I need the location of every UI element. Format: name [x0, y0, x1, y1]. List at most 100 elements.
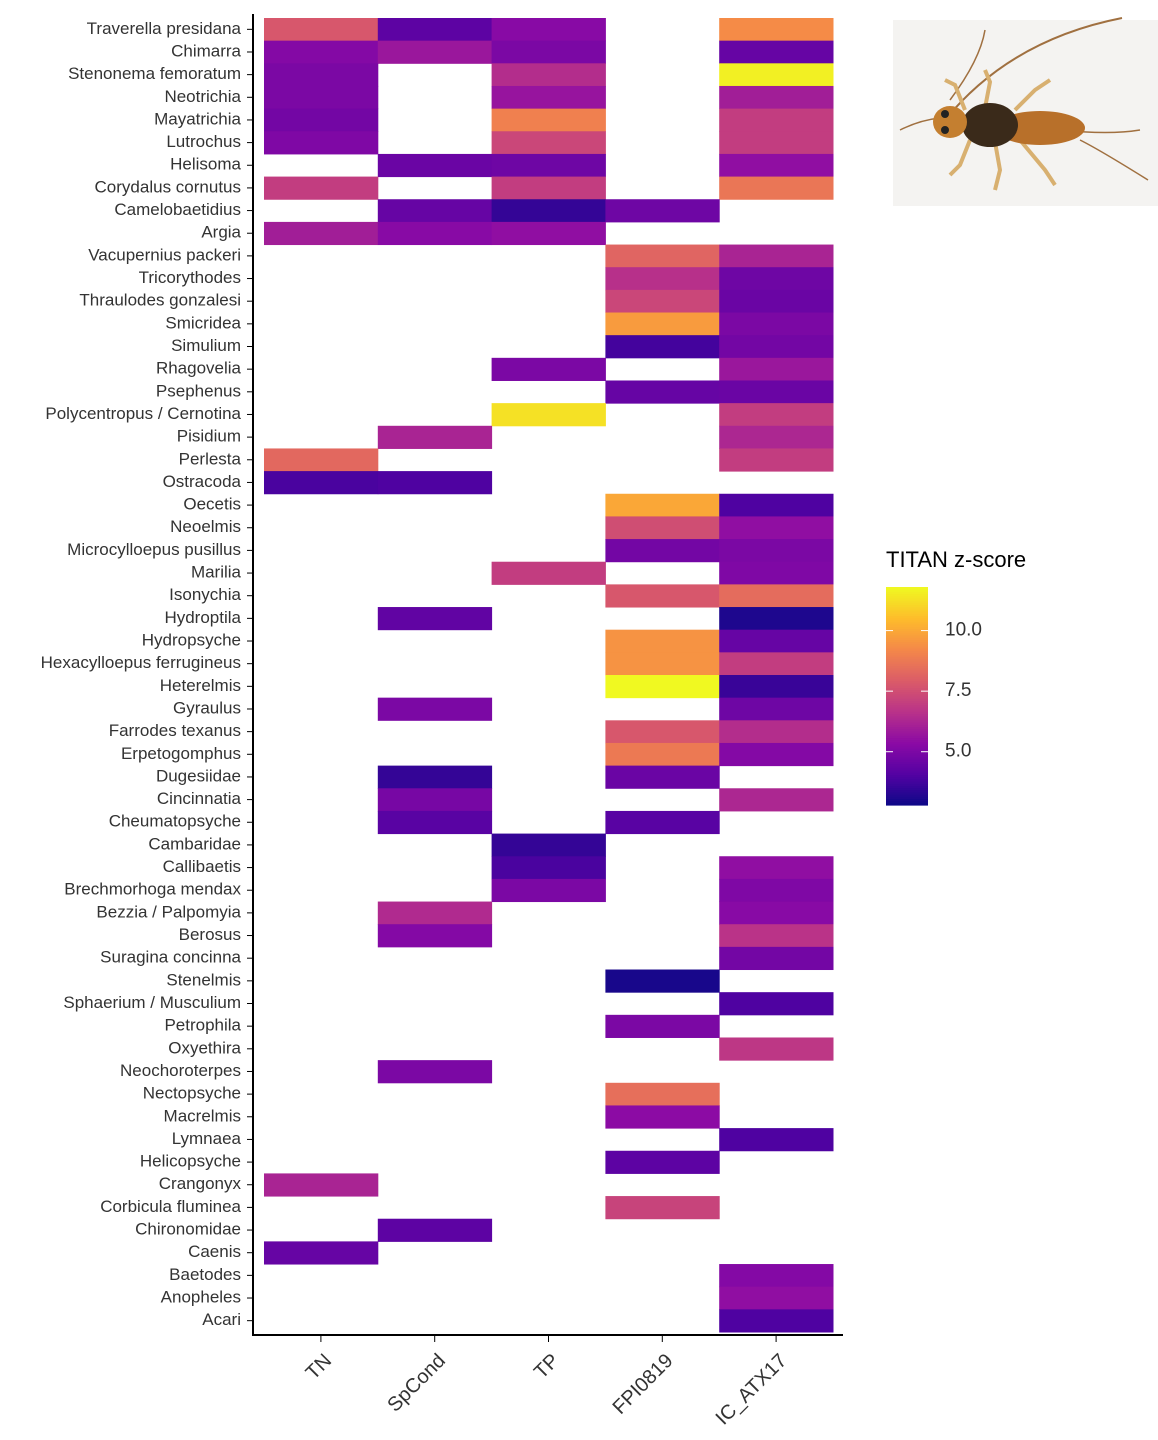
colorbar-segment	[886, 600, 928, 603]
colorbar-segment	[886, 619, 928, 623]
y-tick-label: Helisoma	[170, 155, 241, 174]
heatmap-cell	[719, 856, 834, 880]
y-tick-label: Heterelmis	[160, 676, 241, 695]
heatmap-cell	[719, 561, 834, 585]
y-tick-label: Neotrichia	[164, 87, 241, 106]
y-tick-label: Traverella presidana	[87, 19, 242, 38]
colorbar-segment	[886, 639, 928, 643]
colorbar-segment	[886, 689, 928, 693]
heatmap-cell	[719, 131, 834, 155]
heatmap-cell	[605, 742, 720, 767]
colorbar-segment	[886, 726, 928, 730]
colorbar-segment	[886, 774, 928, 778]
colorbar-segment	[886, 593, 928, 597]
heatmap-cell	[491, 403, 606, 427]
colorbar-segment	[886, 757, 928, 760]
colorbar-segment	[886, 676, 928, 680]
y-tick-label: Stenelmis	[166, 970, 241, 989]
heatmap-cell	[491, 221, 606, 246]
y-tick-label: Oxyethira	[168, 1038, 241, 1057]
heatmap-cell	[719, 357, 834, 381]
colorbar-segment	[886, 685, 928, 688]
colorbar-segment	[886, 722, 928, 725]
colorbar-segment	[886, 730, 928, 734]
heatmap-cell	[377, 1060, 493, 1084]
heatmap-cell	[377, 1218, 493, 1242]
heatmap-cell	[719, 244, 834, 268]
heatmap-cell	[605, 765, 720, 789]
colorbar-segment	[886, 704, 928, 708]
colorbar-tick-label: 7.5	[945, 680, 971, 701]
colorbar-segment	[886, 781, 928, 784]
heatmap-cell	[491, 176, 606, 200]
heatmap-cell	[264, 131, 379, 155]
y-tick-label: Caenis	[188, 1242, 241, 1261]
y-tick-label: Perlesta	[179, 449, 242, 468]
colorbar-segment	[886, 621, 928, 625]
heatmap-cell	[605, 584, 720, 608]
colorbar-segment	[886, 735, 928, 739]
heatmap-cell	[264, 108, 379, 132]
colorbar-segment	[886, 674, 928, 677]
heatmap-cell	[719, 380, 834, 404]
colorbar-segment	[886, 606, 928, 610]
x-tick-label: SpCond	[383, 1350, 450, 1417]
heatmap-cell	[377, 425, 493, 449]
colorbar-segment	[886, 765, 928, 769]
heatmap-cell	[491, 199, 606, 223]
colorbar-segment	[886, 802, 928, 806]
heatmap-cell	[719, 18, 834, 42]
y-tick-label: Psephenus	[156, 381, 241, 400]
y-tick-label: Farrodes texanus	[109, 721, 241, 740]
y-tick-label: Cheumatopsyche	[109, 812, 241, 831]
heatmap-cell	[719, 516, 834, 540]
colorbar-segment	[886, 687, 928, 691]
y-tick-label: Erpetogomphus	[121, 744, 241, 763]
y-tick-label: Stenonema femoratum	[68, 64, 241, 83]
heatmap-cell	[605, 629, 720, 653]
colorbar-segment	[886, 702, 928, 706]
heatmap-cell	[605, 380, 720, 404]
colorbar-segment	[886, 778, 928, 782]
y-tick-label: Helicopsyche	[140, 1152, 241, 1171]
heatmap-cell	[491, 18, 606, 42]
heatmap-cell	[264, 18, 379, 42]
y-tick-label: Hydroptila	[164, 608, 241, 627]
y-tick-label: Mayatrichia	[154, 109, 241, 128]
heatmap-cell	[605, 539, 720, 563]
heatmap-cell	[605, 969, 720, 993]
colorbar-segment	[886, 663, 928, 667]
heatmap-cell	[719, 629, 834, 653]
heatmap-cell	[719, 1264, 834, 1288]
heatmap-cell	[264, 1241, 379, 1265]
colorbar-segment	[886, 783, 928, 786]
colorbar-segment	[886, 587, 928, 590]
colorbar-segment	[886, 672, 928, 675]
colorbar-segment	[886, 648, 928, 651]
colorbar-segment	[886, 719, 928, 723]
heatmap-cell	[719, 946, 834, 971]
heatmap-cell	[377, 471, 493, 495]
heatmap-cell	[719, 1286, 834, 1310]
heatmap-cell	[719, 652, 834, 676]
heatmap-cell	[491, 40, 606, 64]
colorbar-segment	[886, 610, 928, 614]
colorbar-segment	[886, 709, 928, 712]
y-tick-label: Rhagovelia	[156, 359, 242, 378]
heatmap-cell	[491, 878, 606, 903]
colorbar-segment	[886, 617, 928, 621]
heatmap-cell	[377, 18, 493, 42]
colorbar-segment	[886, 767, 928, 771]
colorbar-segment	[886, 693, 928, 697]
colorbar-segment	[886, 615, 928, 619]
colorbar-segment	[886, 739, 928, 743]
y-tick-label: Sphaerium / Musculium	[63, 993, 241, 1012]
y-tick-label: Chironomidae	[135, 1220, 241, 1239]
colorbar-tick-label: 5.0	[945, 741, 971, 762]
y-tick-label: Microcylloepus pusillus	[67, 540, 241, 559]
y-tick-label: Nectopsyche	[143, 1084, 241, 1103]
heatmap-cell	[605, 1196, 720, 1220]
y-tick-label: Crangonyx	[159, 1174, 242, 1193]
y-tick-label: Cincinnatia	[157, 789, 242, 808]
x-tick-label: TP	[530, 1350, 564, 1384]
